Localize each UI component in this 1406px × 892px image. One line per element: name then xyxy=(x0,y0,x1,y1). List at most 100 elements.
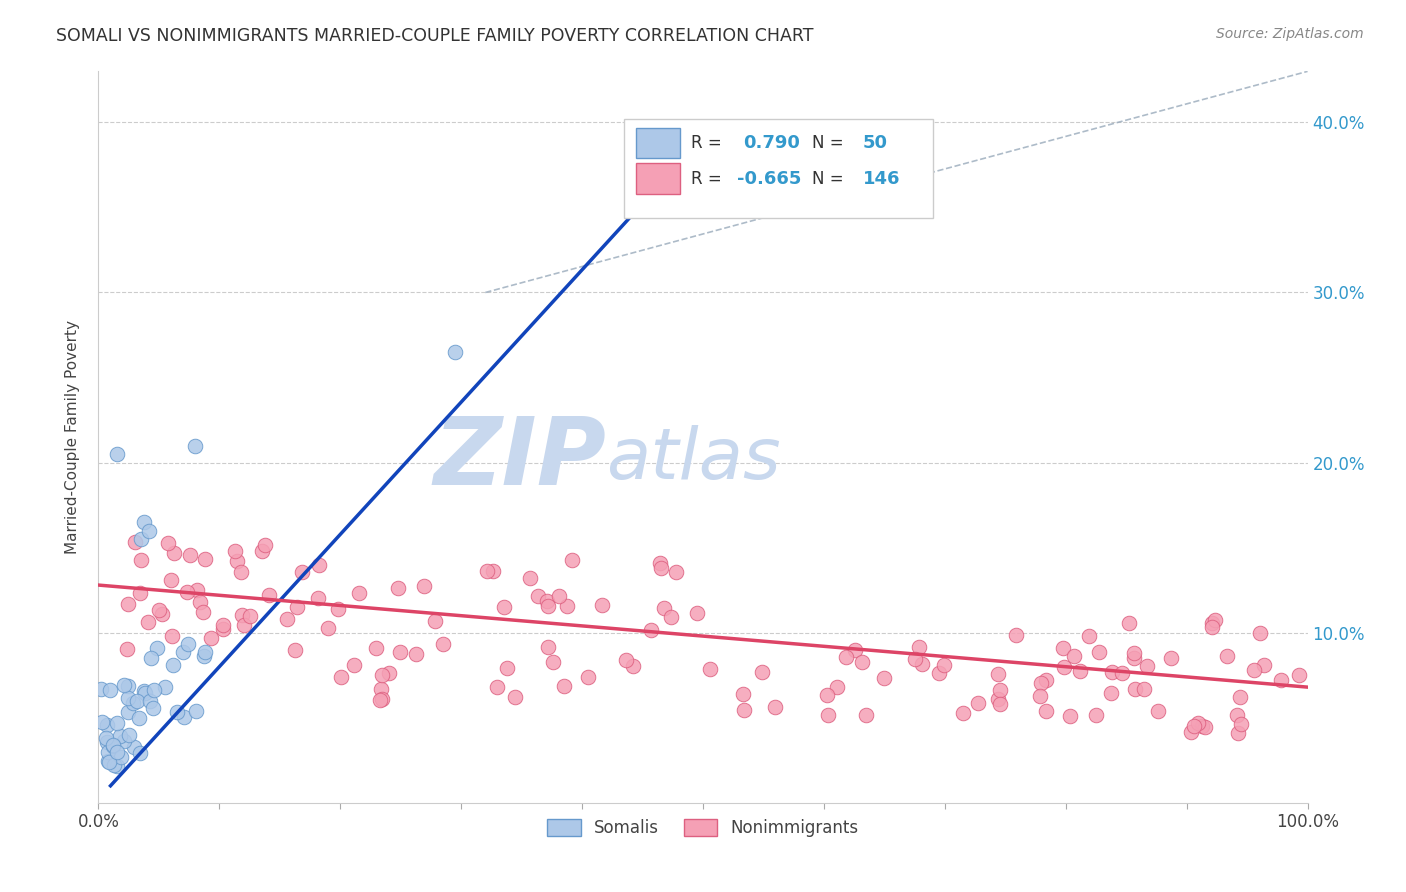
Point xyxy=(817,708,839,723)
Point xyxy=(541,656,564,670)
Point xyxy=(131,553,153,567)
Point xyxy=(122,696,145,710)
Point xyxy=(257,588,280,602)
Point xyxy=(148,602,170,616)
Point xyxy=(988,683,1011,698)
Point xyxy=(184,439,207,453)
Point xyxy=(1226,708,1249,723)
Point xyxy=(134,686,156,700)
Point xyxy=(1123,647,1146,661)
Point xyxy=(555,599,578,613)
Point xyxy=(184,705,207,719)
Point xyxy=(224,543,246,558)
Point xyxy=(1118,615,1140,630)
Point xyxy=(591,598,613,612)
Point xyxy=(117,706,139,720)
Point xyxy=(1069,664,1091,678)
Point xyxy=(285,599,308,614)
Point xyxy=(432,637,454,651)
Point xyxy=(425,615,447,629)
Point xyxy=(316,621,339,635)
Point xyxy=(157,536,180,550)
Point xyxy=(825,680,848,694)
Point xyxy=(621,659,644,673)
Point xyxy=(1063,648,1085,663)
Point xyxy=(200,631,222,645)
Point xyxy=(226,554,249,568)
Point xyxy=(250,544,273,558)
Point xyxy=(194,645,217,659)
Point xyxy=(1101,665,1123,679)
Point xyxy=(1084,707,1107,722)
Point xyxy=(481,564,503,578)
Point xyxy=(495,661,517,675)
Point xyxy=(659,610,682,624)
Point xyxy=(103,738,125,752)
Point xyxy=(97,745,120,759)
Point xyxy=(110,749,132,764)
Point xyxy=(105,715,128,730)
Point xyxy=(908,640,931,654)
Point xyxy=(371,692,394,706)
Point xyxy=(98,683,121,698)
Point xyxy=(105,447,128,461)
Point xyxy=(1059,708,1081,723)
Point xyxy=(1288,668,1310,682)
Text: N =: N = xyxy=(811,134,849,152)
Point xyxy=(128,711,150,725)
Point xyxy=(172,645,194,659)
Point xyxy=(138,524,160,538)
Text: 50: 50 xyxy=(863,134,887,152)
Point xyxy=(231,607,253,622)
Point xyxy=(537,640,560,655)
Point xyxy=(1029,676,1052,690)
Point xyxy=(536,593,558,607)
Point xyxy=(91,715,114,730)
Text: atlas: atlas xyxy=(606,425,780,493)
Point xyxy=(276,611,298,625)
Point xyxy=(134,684,156,698)
Text: ZIP: ZIP xyxy=(433,413,606,505)
Point xyxy=(143,682,166,697)
Point xyxy=(503,690,526,705)
Point xyxy=(614,653,637,667)
Point xyxy=(1099,686,1122,700)
Point xyxy=(177,637,200,651)
Point xyxy=(112,678,135,692)
Point xyxy=(308,558,330,572)
Point xyxy=(576,671,599,685)
Point xyxy=(1088,645,1111,659)
Point xyxy=(835,650,858,665)
Point xyxy=(686,606,709,620)
Point xyxy=(1229,690,1251,704)
Point xyxy=(1035,704,1057,718)
Point xyxy=(364,640,387,655)
Point xyxy=(1270,673,1292,688)
Point xyxy=(1035,673,1057,688)
Point xyxy=(1122,651,1144,665)
Point xyxy=(254,538,277,552)
Point xyxy=(387,581,409,595)
Point xyxy=(330,670,353,684)
Text: Source: ZipAtlas.com: Source: ZipAtlas.com xyxy=(1216,27,1364,41)
Point xyxy=(952,706,974,721)
Point xyxy=(1180,724,1202,739)
Point xyxy=(1029,690,1052,704)
Point xyxy=(1243,663,1265,677)
Point xyxy=(173,710,195,724)
Point xyxy=(290,566,312,580)
Point xyxy=(239,609,262,624)
Point xyxy=(733,704,755,718)
Text: 0.790: 0.790 xyxy=(742,134,800,152)
Point xyxy=(347,586,370,600)
Point xyxy=(1136,659,1159,673)
Point xyxy=(160,573,183,587)
Point xyxy=(129,532,152,546)
Point xyxy=(1160,651,1182,665)
Point xyxy=(485,680,508,694)
Point xyxy=(988,698,1011,712)
Point xyxy=(763,700,786,714)
Point xyxy=(231,565,253,579)
Point xyxy=(1133,681,1156,696)
Y-axis label: Married-Couple Family Poverty: Married-Couple Family Poverty xyxy=(65,320,80,554)
